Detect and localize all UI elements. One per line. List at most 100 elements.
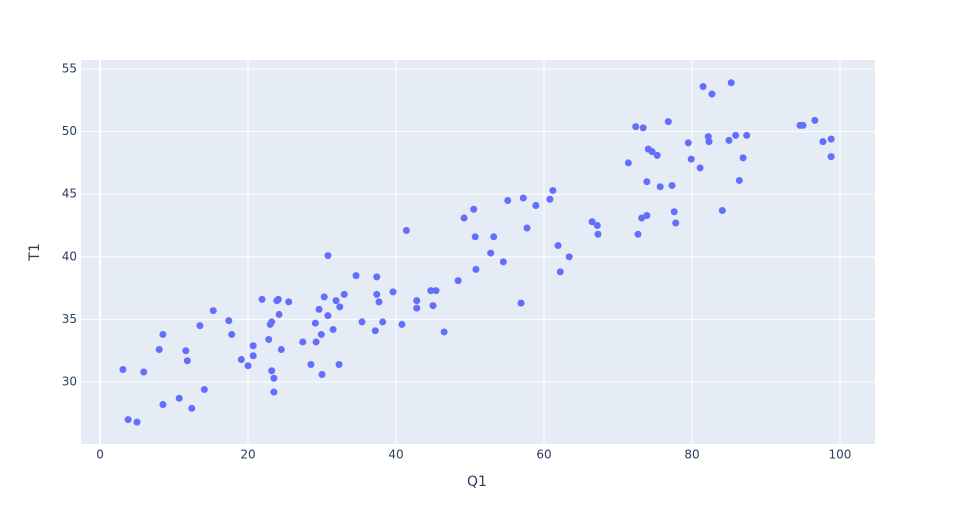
y-axis-label: T1 [27, 243, 43, 261]
point [708, 90, 716, 98]
point [705, 138, 713, 146]
point [696, 164, 704, 172]
point [270, 388, 278, 396]
point [119, 366, 127, 374]
point [311, 319, 319, 327]
point [320, 293, 328, 301]
point [427, 287, 435, 295]
point [237, 355, 245, 363]
point [402, 227, 410, 235]
point [225, 317, 233, 325]
point [556, 268, 564, 276]
point [375, 298, 383, 306]
point [324, 252, 332, 260]
point [819, 138, 827, 146]
point [429, 302, 437, 310]
point [196, 322, 204, 330]
point [739, 154, 747, 162]
point [317, 330, 325, 338]
point [315, 305, 323, 313]
point [200, 386, 208, 394]
point [277, 345, 285, 353]
point [634, 230, 642, 238]
point [373, 290, 381, 298]
point [643, 212, 651, 220]
point [472, 265, 480, 273]
point [684, 139, 692, 147]
point [672, 219, 680, 227]
point [371, 327, 379, 335]
point [379, 318, 387, 326]
point [725, 136, 733, 144]
y-tick-label: 30 [62, 375, 77, 389]
point [318, 371, 326, 379]
point [432, 287, 440, 295]
point [648, 148, 656, 156]
x-tick-label: 100 [829, 448, 852, 462]
point [244, 362, 252, 370]
x-tick-label: 0 [96, 448, 104, 462]
point [299, 338, 307, 346]
y-tick-label: 45 [62, 187, 77, 201]
point [454, 277, 462, 285]
y-tick-label: 40 [62, 249, 77, 263]
points [119, 79, 835, 426]
point [588, 218, 596, 226]
point [440, 328, 448, 336]
point [565, 253, 573, 261]
point [389, 288, 397, 296]
point [639, 124, 647, 132]
point [340, 290, 348, 298]
x-tick-label: 40 [388, 448, 403, 462]
point [265, 335, 273, 343]
point [490, 233, 498, 241]
x-tick-label: 80 [684, 448, 699, 462]
point [523, 224, 531, 232]
point [373, 273, 381, 281]
point [811, 116, 819, 124]
point [554, 242, 562, 250]
point [249, 342, 257, 350]
x-axis-label: Q1 [467, 474, 487, 490]
point [155, 345, 163, 353]
point [699, 83, 707, 91]
point [398, 320, 406, 328]
point [133, 418, 141, 426]
point [827, 153, 835, 161]
point [743, 131, 751, 139]
point [653, 151, 661, 159]
point [413, 297, 421, 305]
point [358, 318, 366, 326]
point [324, 312, 332, 320]
point [732, 131, 740, 139]
point [307, 360, 315, 368]
point [687, 155, 695, 163]
point [329, 325, 337, 333]
point [624, 159, 632, 167]
point [188, 404, 196, 412]
point [413, 304, 421, 312]
point [249, 352, 257, 360]
point [285, 298, 293, 306]
y-tick-label: 50 [62, 124, 77, 138]
point [519, 194, 527, 202]
point [549, 186, 557, 194]
point [532, 201, 540, 209]
point [209, 307, 217, 315]
plot-area [81, 60, 875, 444]
x-tick-label: 20 [240, 448, 255, 462]
point [827, 135, 835, 143]
point [124, 416, 132, 424]
point [471, 233, 479, 241]
point [546, 195, 554, 203]
point [270, 374, 278, 382]
point [335, 360, 343, 368]
point [727, 79, 735, 87]
point [274, 295, 282, 303]
point [140, 368, 148, 376]
point [632, 123, 640, 131]
point [504, 196, 512, 204]
point [718, 206, 726, 214]
point [517, 299, 525, 307]
